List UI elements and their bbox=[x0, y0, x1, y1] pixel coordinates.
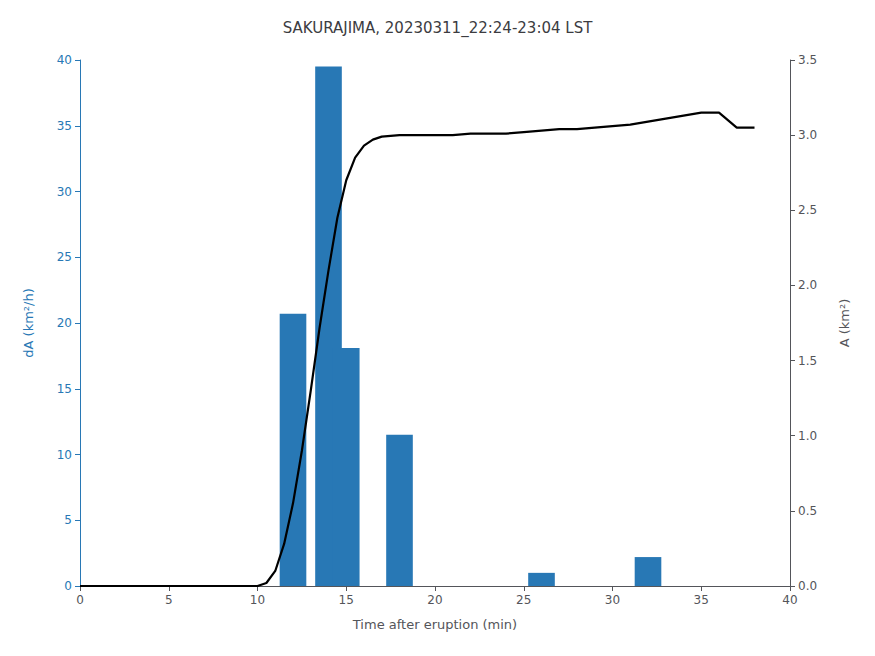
svg-text:35: 35 bbox=[57, 119, 72, 133]
svg-text:0: 0 bbox=[76, 593, 84, 607]
svg-text:2.0: 2.0 bbox=[798, 278, 817, 292]
svg-text:5: 5 bbox=[165, 593, 173, 607]
svg-text:25: 25 bbox=[516, 593, 531, 607]
svg-text:3.5: 3.5 bbox=[798, 53, 817, 67]
svg-text:30: 30 bbox=[605, 593, 620, 607]
svg-text:15: 15 bbox=[57, 382, 72, 396]
svg-text:20: 20 bbox=[427, 593, 442, 607]
svg-text:1.0: 1.0 bbox=[798, 429, 817, 443]
svg-text:20: 20 bbox=[57, 316, 72, 330]
svg-text:40: 40 bbox=[57, 53, 72, 67]
svg-text:0: 0 bbox=[64, 579, 72, 593]
svg-text:40: 40 bbox=[782, 593, 797, 607]
svg-text:25: 25 bbox=[57, 250, 72, 264]
svg-text:dA (km²/h): dA (km²/h) bbox=[21, 288, 36, 357]
svg-text:10: 10 bbox=[250, 593, 265, 607]
svg-text:2.5: 2.5 bbox=[798, 203, 817, 217]
svg-text:0.0: 0.0 bbox=[798, 579, 817, 593]
svg-text:1.5: 1.5 bbox=[798, 354, 817, 368]
svg-text:5: 5 bbox=[64, 513, 72, 527]
svg-text:SAKURAJIMA, 20230311_22:24-23:: SAKURAJIMA, 20230311_22:24-23:04 LST bbox=[283, 19, 593, 38]
svg-text:0.5: 0.5 bbox=[798, 504, 817, 518]
svg-text:3.0: 3.0 bbox=[798, 128, 817, 142]
svg-text:A (km²): A (km²) bbox=[837, 299, 852, 348]
svg-text:10: 10 bbox=[57, 448, 72, 462]
svg-text:30: 30 bbox=[57, 185, 72, 199]
svg-text:Time after eruption (min): Time after eruption (min) bbox=[352, 617, 517, 632]
svg-text:15: 15 bbox=[339, 593, 354, 607]
svg-text:35: 35 bbox=[694, 593, 709, 607]
